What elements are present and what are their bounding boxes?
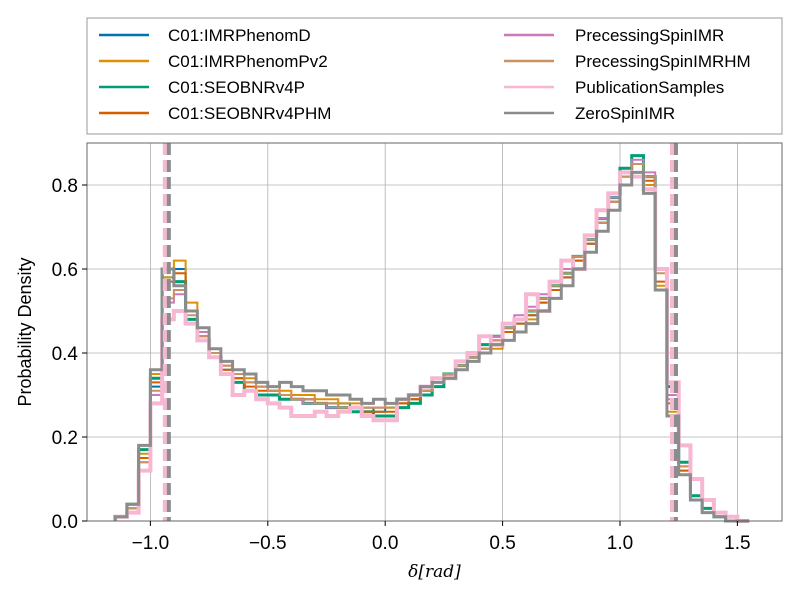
legend-item: C01:SEOBNRv4P: [99, 78, 305, 97]
legend-item: C01:IMRPhenomPv2: [99, 52, 328, 71]
series-layer: [113, 154, 750, 523]
legend-item: ZeroSpinIMR: [504, 104, 675, 123]
plot-area-frame: [86, 142, 783, 522]
legend-label: C01:SEOBNRv4PHM: [168, 104, 331, 123]
legend-item: C01:IMRPhenomD: [99, 26, 311, 45]
x-tick-label: −0.5: [249, 533, 287, 554]
y-tick-label: 0.2: [52, 428, 78, 449]
legend-label: PrecessingSpinIMR: [575, 26, 724, 45]
legend-label: PrecessingSpinIMRHM: [575, 52, 751, 71]
y-tick-label: 0.6: [52, 260, 78, 281]
x-tick-label: 0.5: [489, 533, 515, 554]
x-tick-label: 1.5: [724, 533, 750, 554]
legend-item: PrecessingSpinIMRHM: [504, 52, 751, 71]
legend-item: PrecessingSpinIMR: [504, 26, 724, 45]
x-tick-label: −1.0: [132, 533, 170, 554]
y-tick-label: 0.8: [52, 176, 78, 197]
x-axis-label: δ[rad]: [408, 562, 461, 582]
legend-frame: [86, 17, 783, 135]
y-tick-label: 0.0: [52, 512, 78, 533]
legend-label: ZeroSpinIMR: [575, 104, 675, 123]
legend-label: C01:IMRPhenomD: [168, 26, 311, 45]
legend-item: PublicationSamples: [504, 78, 724, 97]
legend: C01:IMRPhenomD C01:IMRPhenomPv2 C01:SEOBNR…: [86, 17, 783, 135]
y-tick-label: 0.4: [52, 344, 79, 365]
x-tick-label: 0.0: [372, 533, 398, 554]
legend-item: C01:SEOBNRv4PHM: [99, 104, 331, 123]
legend-label: C01:SEOBNRv4P: [168, 78, 305, 97]
x-tick-label: 1.0: [607, 533, 633, 554]
y-axis-label: Probability Density: [15, 257, 35, 406]
vline-layer: [162, 143, 678, 521]
ticks-layer: −1.0 −0.5 0.0 0.5 1.0 1.5 0.0 0.2 0.4 0.6 0.8: [52, 176, 751, 554]
series-line-7: [113, 170, 750, 523]
legend-label: PublicationSamples: [575, 78, 724, 97]
legend-label: C01:IMRPhenomPv2: [168, 52, 328, 71]
